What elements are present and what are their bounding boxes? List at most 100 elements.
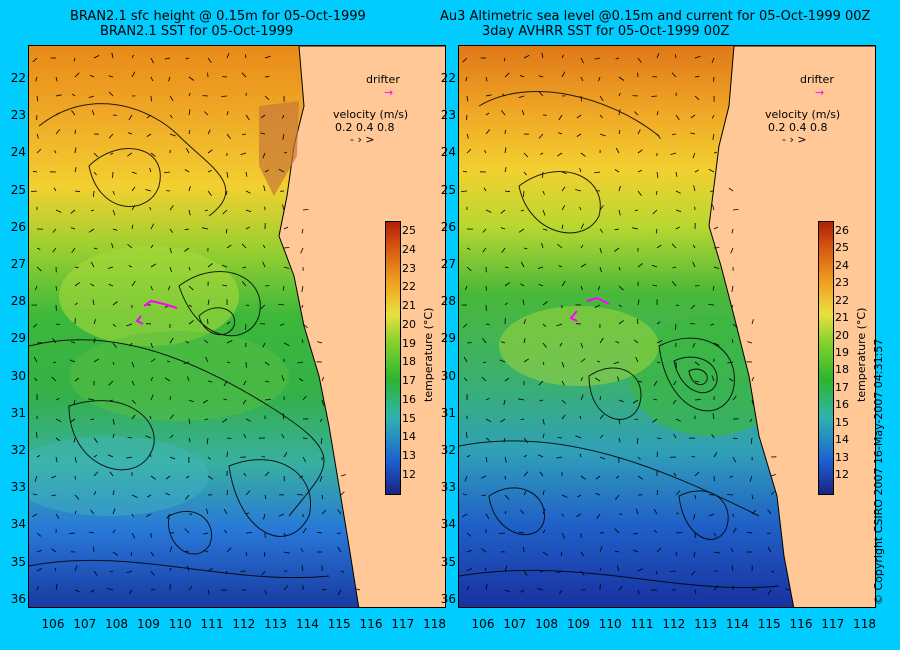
current-arrow bbox=[226, 547, 232, 553]
current-arrow bbox=[580, 358, 586, 363]
current-arrow bbox=[632, 227, 639, 230]
colorbar-tick: 12 bbox=[402, 468, 416, 481]
current-arrow bbox=[32, 170, 38, 173]
current-arrow bbox=[732, 323, 738, 329]
current-arrow bbox=[637, 299, 640, 306]
current-arrow bbox=[637, 263, 643, 268]
current-arrow bbox=[93, 152, 99, 158]
colorbar-tick: 25 bbox=[402, 224, 416, 237]
current-arrow bbox=[713, 585, 719, 591]
current-arrow bbox=[226, 244, 232, 249]
current-arrow bbox=[690, 304, 696, 309]
current-arrow bbox=[131, 380, 135, 386]
left-lat-label: 30 bbox=[10, 368, 26, 383]
current-arrow bbox=[580, 342, 583, 348]
current-arrow bbox=[321, 399, 325, 406]
colorbar-tick: 19 bbox=[835, 346, 849, 359]
current-arrow bbox=[302, 456, 307, 463]
current-arrow bbox=[73, 57, 76, 62]
current-arrow bbox=[263, 551, 266, 558]
current-arrow bbox=[732, 437, 738, 439]
current-arrow bbox=[537, 454, 544, 458]
left-lat-label: 22 bbox=[10, 71, 26, 85]
current-arrow bbox=[656, 437, 662, 439]
current-arrow bbox=[93, 55, 100, 59]
current-arrow bbox=[166, 360, 171, 363]
current-arrow bbox=[32, 323, 38, 328]
right-lon-label: 111 bbox=[630, 617, 654, 631]
current-arrow bbox=[599, 228, 604, 233]
current-arrow bbox=[599, 546, 603, 553]
current-arrow bbox=[226, 437, 232, 439]
current-arrow bbox=[482, 247, 487, 253]
current-arrow bbox=[655, 570, 658, 575]
current-arrow bbox=[599, 133, 606, 137]
current-arrow bbox=[245, 114, 250, 121]
current-arrow bbox=[55, 94, 62, 97]
left-lon-label: 107 bbox=[73, 617, 97, 631]
current-arrow bbox=[542, 529, 546, 534]
current-arrow bbox=[186, 565, 190, 572]
left-colorbar-label: temperature (°C) bbox=[422, 307, 435, 402]
current-arrow bbox=[485, 513, 490, 520]
current-arrow bbox=[340, 491, 345, 496]
current-arrow bbox=[112, 529, 116, 534]
current-arrow bbox=[538, 133, 544, 139]
current-arrow bbox=[204, 209, 209, 212]
current-arrow bbox=[298, 378, 304, 382]
current-arrow bbox=[88, 228, 95, 233]
colorbar-tick: 20 bbox=[835, 328, 849, 342]
current-arrow bbox=[580, 376, 583, 382]
current-arrow bbox=[637, 190, 642, 196]
current-arrow bbox=[713, 342, 720, 346]
current-arrow bbox=[595, 493, 601, 496]
current-arrow bbox=[727, 361, 734, 364]
current-arrow bbox=[203, 532, 209, 535]
current-arrow bbox=[260, 132, 266, 135]
current-arrow bbox=[618, 285, 624, 291]
current-arrow bbox=[169, 414, 175, 420]
current-arrow bbox=[599, 567, 602, 572]
current-arrow bbox=[712, 133, 715, 140]
current-arrow bbox=[131, 205, 136, 211]
current-arrow bbox=[599, 247, 602, 254]
current-arrow bbox=[727, 494, 734, 496]
current-arrow bbox=[751, 399, 755, 406]
current-arrow bbox=[150, 589, 156, 591]
current-arrow bbox=[188, 285, 194, 291]
left-sst-map bbox=[28, 45, 446, 608]
current-arrow bbox=[518, 228, 525, 233]
current-arrow bbox=[150, 285, 153, 291]
right-title-line1: Au3 Altimetric sea level @0.15m and curr… bbox=[440, 9, 871, 24]
current-arrow bbox=[112, 342, 117, 349]
current-arrow bbox=[728, 378, 734, 382]
current-arrow bbox=[69, 359, 76, 363]
current-arrow bbox=[770, 570, 775, 573]
current-arrow bbox=[712, 413, 715, 420]
current-arrow bbox=[577, 494, 582, 498]
current-arrow bbox=[504, 494, 510, 500]
current-arrow bbox=[618, 304, 622, 308]
current-arrow bbox=[301, 285, 304, 292]
colorbar-tick: 19 bbox=[402, 336, 416, 350]
current-arrow bbox=[73, 399, 76, 406]
current-arrow bbox=[226, 171, 229, 178]
current-arrow bbox=[462, 57, 468, 63]
current-arrow bbox=[635, 508, 639, 515]
current-arrow bbox=[504, 565, 508, 572]
current-arrow bbox=[749, 475, 753, 482]
current-arrow bbox=[732, 209, 739, 211]
current-arrow bbox=[523, 471, 529, 477]
current-arrow bbox=[504, 167, 507, 173]
current-arrow bbox=[150, 57, 154, 64]
left-drifter-track bbox=[135, 299, 178, 325]
right-lon-label: 107 bbox=[503, 617, 527, 631]
current-arrow bbox=[675, 490, 681, 496]
current-arrow bbox=[264, 169, 269, 173]
current-arrow bbox=[112, 171, 114, 178]
current-arrow bbox=[770, 474, 776, 477]
current-arrow bbox=[302, 395, 307, 401]
current-arrow bbox=[165, 493, 171, 496]
current-arrow bbox=[283, 226, 289, 230]
left-lat-label: 23 bbox=[10, 108, 26, 123]
